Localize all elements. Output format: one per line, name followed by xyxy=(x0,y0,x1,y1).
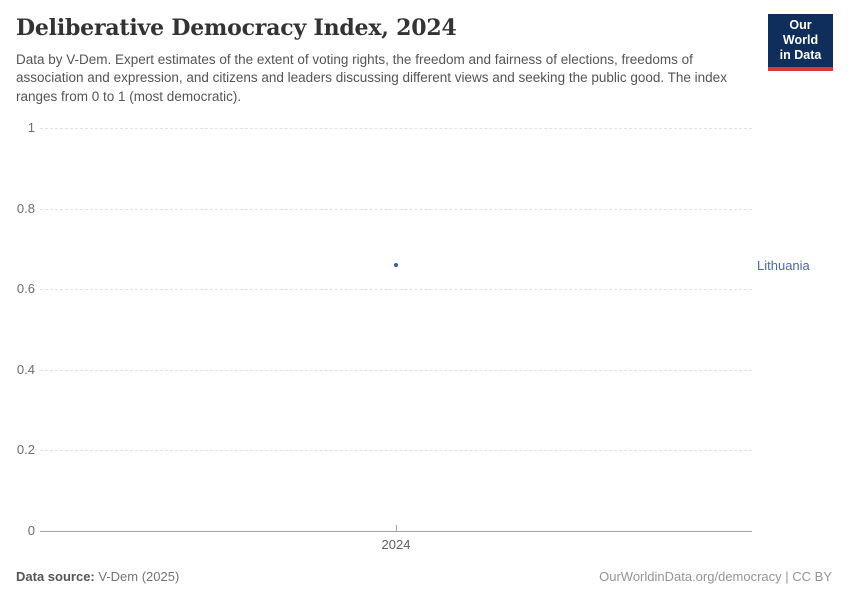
y-gridline xyxy=(40,208,752,210)
entity-label-lithuania[interactable]: Lithuania xyxy=(757,258,810,274)
attribution-link[interactable]: OurWorldinData.org/democracy | CC BY xyxy=(599,569,832,584)
data-point-lithuania[interactable] xyxy=(394,263,398,268)
data-source-label: Data source: xyxy=(16,569,95,584)
owid-logo[interactable]: Our World in Data xyxy=(768,14,833,71)
y-gridline xyxy=(40,450,752,452)
y-tick-label: 0.4 xyxy=(16,361,35,377)
chart-subtitle: Data by V-Dem. Expert estimates of the e… xyxy=(16,52,727,104)
y-tick-label: 0.6 xyxy=(16,281,35,297)
y-tick-label: 0.8 xyxy=(16,200,35,216)
y-tick-label: 1 xyxy=(27,120,35,135)
y-tick-label: 0.2 xyxy=(16,442,35,458)
owid-logo-line1: Our World xyxy=(782,18,819,47)
x-tick-mark xyxy=(396,525,397,531)
y-gridline xyxy=(40,369,752,371)
y-tick-label: 0 xyxy=(27,523,35,538)
data-source-value: V-Dem (2025) xyxy=(94,569,180,584)
y-gridline xyxy=(40,128,752,129)
x-axis-line xyxy=(40,531,752,532)
y-gridline xyxy=(40,289,752,291)
page-title: Deliberative Democracy Index, 2024 xyxy=(16,15,457,41)
owid-logo-line2: in Data xyxy=(779,48,822,62)
data-source-note: Data source: V-Dem (2025) xyxy=(16,569,179,584)
x-tick-label: 2024 xyxy=(381,537,411,552)
